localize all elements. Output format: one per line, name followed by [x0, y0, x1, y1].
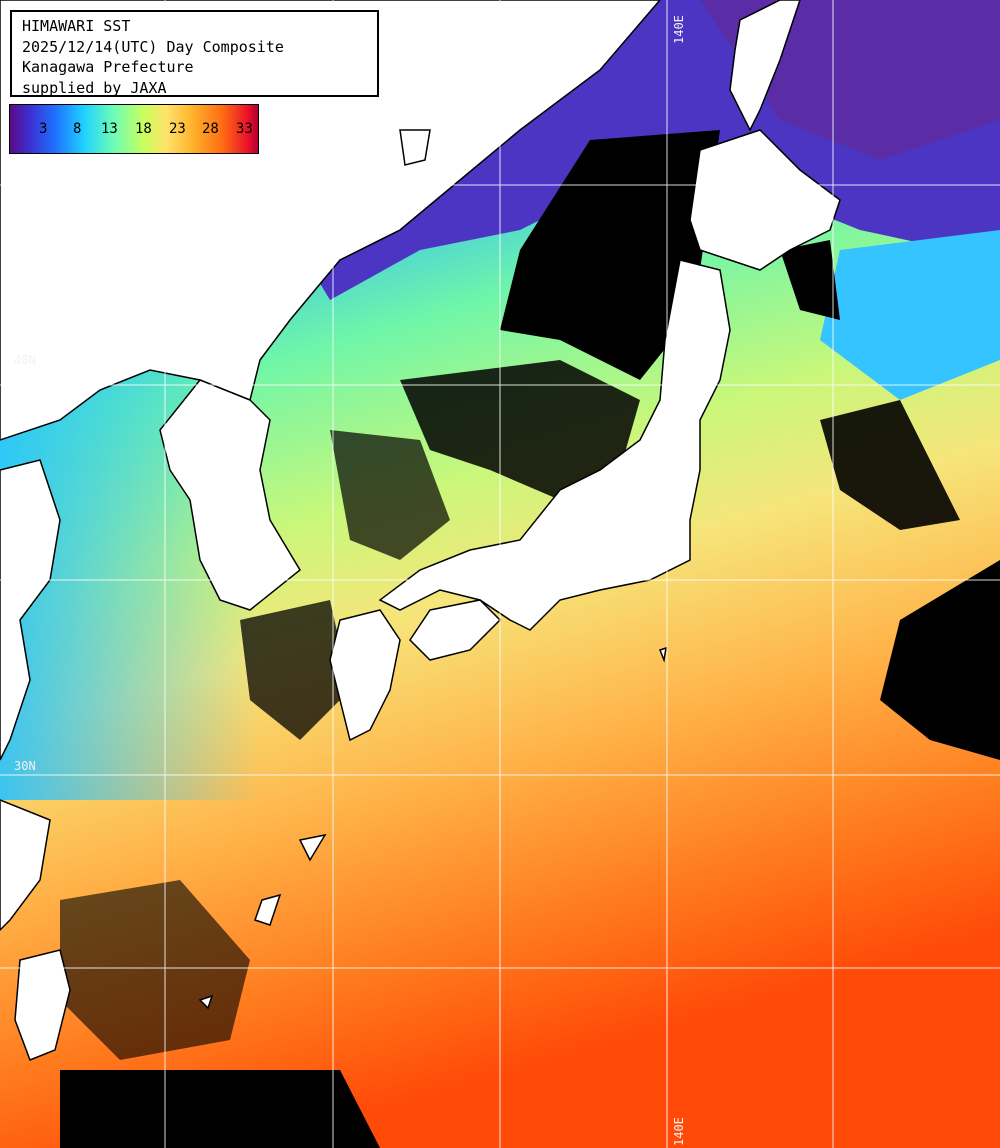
- cloud-mask-kyushu: [240, 600, 350, 740]
- legend-tick-labels: 3 8 13 18 23 28 33: [10, 121, 258, 141]
- legend-tick-3: 3: [39, 121, 48, 137]
- cloud-mask-kuroshio-east: [820, 400, 960, 530]
- cloud-mask-south-streaks: [60, 880, 250, 1060]
- land-korea: [159, 379, 301, 611]
- cloud-mask-north: [500, 130, 720, 380]
- land-shikoku: [409, 599, 502, 661]
- legend-tick-13: 13: [101, 121, 118, 137]
- legend-tick-18: 18: [135, 121, 152, 137]
- land-ryukyu-1: [298, 833, 327, 862]
- east-cold-current: [820, 230, 1000, 400]
- land-izu-island: [659, 646, 667, 663]
- lon-label-140e: 140E: [672, 15, 686, 44]
- legend-tick-28: 28: [202, 121, 219, 137]
- land-sado: [399, 129, 431, 166]
- land-ryukyu-3: [198, 994, 214, 1010]
- land-ryukyu-2: [254, 893, 282, 926]
- cloud-mask-seaofjapan: [400, 360, 640, 500]
- title-line-2: 2025/12/14(UTC) Day Composite: [22, 37, 284, 56]
- legend-tick-33: 33: [236, 121, 253, 137]
- title-line-3: Kanagawa Prefecture: [22, 58, 194, 76]
- land-hokkaido: [689, 129, 841, 271]
- cloud-mask-east: [780, 240, 840, 320]
- land-taiwan: [14, 949, 71, 1061]
- title-line-1: HIMAWARI SST: [22, 17, 131, 35]
- title-line-4: supplied by JAXA: [22, 78, 167, 97]
- title-box: HIMAWARI SST 2025/12/14(UTC) Day Composi…: [10, 10, 379, 97]
- lat-label-40n: 40N: [14, 353, 36, 367]
- legend-tick-8: 8: [73, 121, 82, 137]
- land-china-south: [0, 799, 51, 932]
- cloud-mask-south-band: [60, 1070, 380, 1148]
- cloud-mask-korea-strait: [330, 430, 450, 560]
- land-honshu: [378, 259, 731, 631]
- land-china-coast: [0, 459, 61, 761]
- temperature-legend: 3 8 13 18 23 28 33: [9, 104, 259, 154]
- lat-label-30n: 30N: [14, 759, 36, 773]
- land-sakhalin: [729, 0, 801, 132]
- legend-tick-23: 23: [169, 121, 186, 137]
- lon-label-140e-bottom: 140E: [672, 1117, 686, 1146]
- cloud-mask-pacific-east: [880, 560, 1000, 760]
